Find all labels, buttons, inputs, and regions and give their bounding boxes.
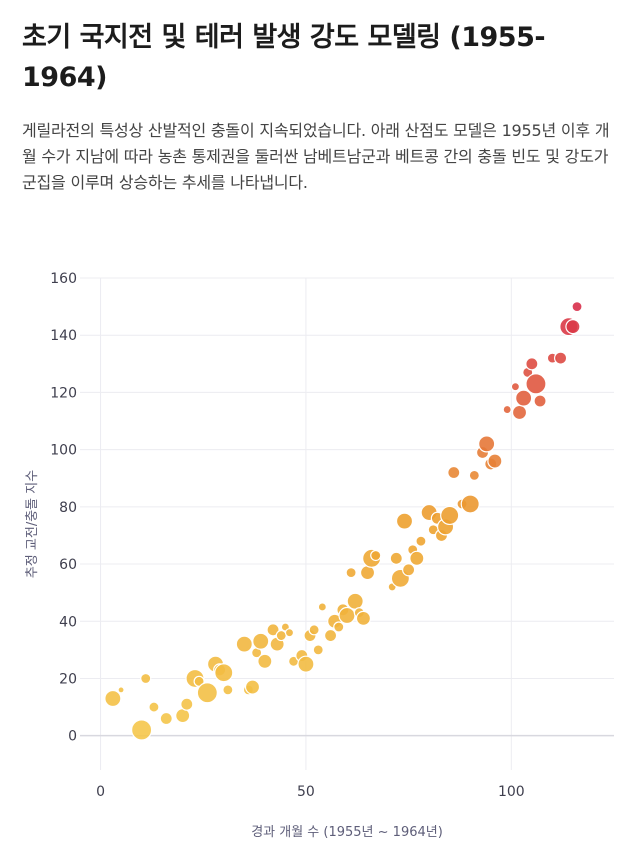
scatter-point[interactable]	[117, 686, 125, 694]
scatter-point[interactable]	[257, 653, 273, 669]
y-tick-label: 120	[50, 385, 77, 401]
y-tick-label: 140	[50, 328, 77, 344]
scatter-point[interactable]	[355, 610, 372, 626]
scatter-point[interactable]	[478, 435, 496, 453]
scatter-point[interactable]	[159, 711, 173, 726]
scatter-point[interactable]	[525, 357, 539, 371]
axis-ticks: 0 50 100 0 20 40 60 80 100 120 140 160	[50, 271, 524, 800]
data-points[interactable]	[104, 301, 583, 741]
page-title: 초기 국지전 및 테러 발생 강도 모델링 (1955-1964)	[22, 22, 546, 93]
scatter-point[interactable]	[511, 404, 528, 421]
scatter-point[interactable]	[395, 512, 414, 530]
scatter-point[interactable]	[389, 551, 403, 565]
x-tick-label: 100	[498, 784, 525, 800]
scatter-point[interactable]	[308, 624, 320, 636]
scatter-point[interactable]	[104, 689, 122, 708]
y-tick-label: 40	[59, 614, 77, 630]
scatter-chart: 0 50 100 0 20 40 60 80 100 120 140 160 경과 개월 수 (195…	[25, 271, 614, 840]
scatter-point[interactable]	[131, 719, 153, 741]
scatter-point[interactable]	[222, 684, 234, 696]
scatter-point[interactable]	[525, 373, 547, 395]
scatter-point[interactable]	[338, 606, 356, 625]
y-tick-label: 20	[59, 671, 77, 687]
scatter-point[interactable]	[402, 563, 416, 577]
scatter-point[interactable]	[370, 549, 382, 562]
scatter-point[interactable]	[346, 592, 364, 610]
y-axis-title: 추정 교전/충돌 지수	[25, 470, 40, 578]
scatter-point[interactable]	[252, 632, 270, 650]
scatter-point[interactable]	[333, 621, 345, 633]
scatter-point[interactable]	[345, 567, 357, 579]
gridlines	[80, 277, 614, 770]
scatter-point[interactable]	[571, 301, 583, 313]
scatter-point[interactable]	[553, 351, 568, 365]
x-tick-label: 0	[96, 784, 105, 800]
scatter-point[interactable]	[196, 682, 218, 704]
scatter-point[interactable]	[214, 663, 234, 683]
scatter-point[interactable]	[275, 629, 287, 642]
scatter-point[interactable]	[460, 494, 480, 514]
scatter-point[interactable]	[487, 453, 503, 469]
page-description: 게릴라전의 특성상 산발적인 충돌이 지속되었습니다. 아래 산점도 모델은 1…	[22, 121, 610, 192]
scatter-point[interactable]	[323, 628, 338, 643]
scatter-point[interactable]	[235, 635, 253, 653]
x-axis-title: 경과 개월 수 (1955년 ~ 1964년)	[251, 825, 443, 840]
scatter-point[interactable]	[468, 469, 480, 481]
scatter-point[interactable]	[266, 623, 280, 637]
scatter-point[interactable]	[510, 382, 521, 392]
y-tick-label: 80	[59, 500, 77, 516]
x-tick-label: 50	[297, 784, 315, 800]
scatter-point[interactable]	[440, 505, 460, 526]
y-tick-label: 160	[50, 271, 77, 287]
scatter-point[interactable]	[140, 672, 152, 685]
scatter-point[interactable]	[180, 697, 194, 711]
scatter-point[interactable]	[244, 679, 261, 695]
scatter-point[interactable]	[533, 394, 547, 408]
scatter-point[interactable]	[297, 655, 315, 673]
scatter-point[interactable]	[409, 550, 425, 566]
y-tick-label: 100	[50, 443, 77, 459]
y-tick-label: 60	[59, 557, 77, 573]
scatter-point[interactable]	[415, 535, 427, 547]
scatter-point[interactable]	[284, 628, 295, 638]
scatter-point[interactable]	[312, 644, 324, 656]
scatter-point[interactable]	[515, 389, 533, 407]
y-tick-label: 0	[68, 729, 77, 745]
scatter-point[interactable]	[565, 319, 581, 335]
scatter-point[interactable]	[447, 465, 461, 480]
scatter-point[interactable]	[502, 404, 512, 415]
scatter-point[interactable]	[317, 602, 327, 612]
scatter-point[interactable]	[148, 701, 160, 713]
